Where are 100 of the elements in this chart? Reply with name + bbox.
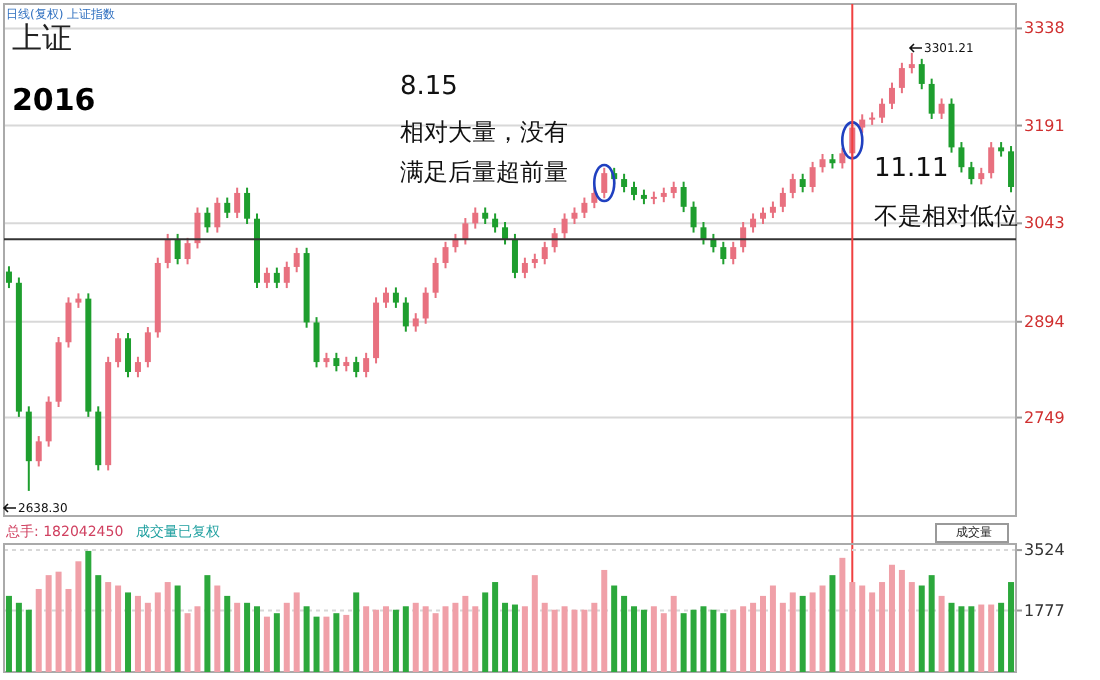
bar — [283, 602, 290, 672]
candlestick — [879, 97, 886, 124]
candlestick — [273, 266, 280, 290]
annotation: 11.11 — [874, 154, 949, 184]
bar — [75, 561, 82, 672]
candlestick — [412, 312, 419, 333]
annotation: 不是相对低位 — [874, 202, 1018, 230]
bar — [849, 582, 856, 672]
candlestick — [144, 326, 151, 369]
bar — [918, 585, 925, 672]
candlestick — [750, 212, 757, 234]
candlestick — [888, 81, 895, 111]
candlestick — [234, 186, 241, 220]
candlestick — [502, 221, 509, 246]
candlestick — [5, 265, 12, 290]
candlestick — [958, 141, 965, 174]
candlestick — [918, 57, 925, 91]
candlestick — [730, 240, 737, 266]
bar — [273, 613, 280, 672]
bar — [144, 602, 151, 672]
candlestick — [224, 196, 231, 220]
candlestick — [65, 296, 72, 349]
bar — [789, 592, 796, 672]
text: 2016 — [12, 82, 96, 118]
candlestick — [293, 246, 300, 274]
bar — [412, 602, 419, 672]
candlestick — [541, 240, 548, 266]
bar — [650, 606, 657, 672]
bar — [25, 609, 32, 672]
bar — [373, 609, 380, 672]
bar — [809, 592, 816, 672]
bar — [928, 575, 935, 672]
bar — [640, 609, 647, 672]
candlestick — [472, 206, 479, 230]
bar — [95, 575, 102, 672]
candlestick — [333, 351, 340, 373]
text: 上证 — [12, 20, 72, 56]
candlestick — [422, 286, 429, 325]
candlestick — [521, 256, 528, 280]
candlestick — [115, 332, 122, 369]
candlestick — [591, 186, 598, 210]
candlestick — [928, 77, 935, 120]
bar — [680, 613, 687, 672]
candlestick — [700, 221, 707, 246]
bar — [888, 564, 895, 672]
bar — [105, 582, 112, 672]
bar — [293, 592, 300, 672]
candlestick — [363, 351, 370, 379]
bar — [323, 616, 330, 672]
candlestick — [690, 200, 697, 234]
candlestick — [968, 160, 975, 186]
bar — [234, 602, 241, 672]
bar — [392, 609, 399, 672]
bar — [621, 595, 628, 672]
bar — [15, 602, 22, 672]
y-tick-label: 1777 — [1024, 601, 1065, 620]
candlestick — [581, 196, 588, 220]
bar — [541, 602, 548, 672]
bar — [511, 604, 518, 672]
bar — [333, 613, 340, 672]
bar — [710, 609, 717, 672]
candlestick — [988, 141, 995, 180]
bar — [938, 595, 945, 672]
candlestick — [45, 395, 52, 448]
candlestick — [402, 296, 409, 333]
candlestick — [462, 217, 469, 246]
candlestick — [740, 221, 747, 254]
bar — [134, 595, 141, 672]
bar — [432, 613, 439, 672]
bar — [224, 595, 231, 672]
candlestick — [442, 240, 449, 270]
candlestick — [859, 113, 866, 134]
bar — [472, 606, 479, 672]
bar — [750, 602, 757, 672]
bar — [720, 613, 727, 672]
bar — [670, 595, 677, 672]
candlestick — [621, 172, 628, 194]
candlestick — [204, 206, 211, 234]
bar — [402, 606, 409, 672]
annotation: 相对大量，没有满足后量超前量 — [400, 118, 568, 186]
bar — [908, 582, 915, 672]
candlestick — [353, 355, 360, 379]
bar — [303, 606, 310, 672]
candlestick — [392, 286, 399, 309]
candlestick — [164, 232, 171, 270]
y-tick-label: 2894 — [1024, 312, 1065, 331]
candlestick — [561, 212, 568, 240]
annotation: 8.15 — [400, 72, 458, 102]
bar — [998, 602, 1005, 672]
bar — [968, 606, 975, 672]
bar — [730, 609, 737, 672]
candlestick — [720, 240, 727, 266]
bar — [363, 606, 370, 672]
candlestick — [432, 256, 439, 299]
bar — [551, 609, 558, 672]
bar — [760, 595, 766, 672]
y-tick-label: 3043 — [1024, 214, 1065, 233]
bar — [819, 585, 826, 672]
bar — [164, 582, 171, 672]
candlestick — [174, 232, 181, 266]
